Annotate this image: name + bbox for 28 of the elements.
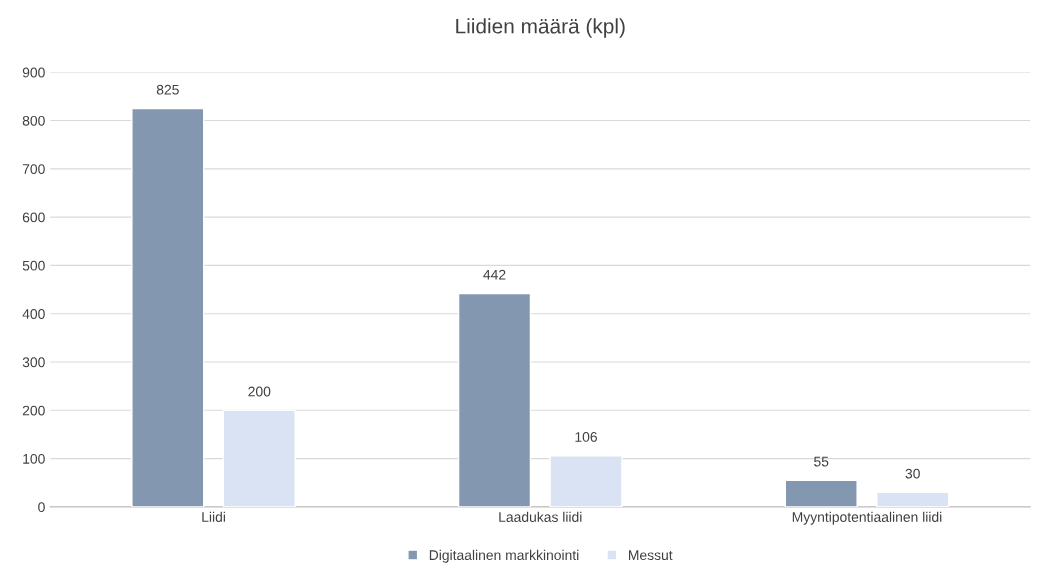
data-label: 55 — [814, 456, 829, 467]
legend-label: Digitaalinen markkinointi — [429, 549, 579, 563]
y-tick-label: 500 — [22, 260, 45, 271]
data-label: 30 — [905, 468, 920, 479]
y-tick-label: 800 — [22, 115, 45, 126]
data-label: 106 — [575, 432, 597, 442]
bar — [131, 107, 205, 507]
y-tick-label: 0 — [38, 502, 45, 513]
y-tick-label: 400 — [22, 309, 45, 319]
x-tick-label: Liidi — [202, 511, 225, 522]
y-tick-label: 600 — [22, 212, 45, 223]
legend-label: Messut — [629, 550, 673, 561]
y-tick-label: 200 — [22, 405, 45, 416]
bar — [549, 455, 623, 507]
y-tick-label: 100 — [23, 453, 45, 464]
data-label: 442 — [483, 269, 506, 280]
x-tick-label: Laadukas liidi — [499, 511, 582, 522]
x-tick-label: Myyntipotentiaalinen liidi — [792, 511, 942, 525]
data-label: 825 — [156, 84, 179, 95]
y-tick-label: 300 — [22, 357, 45, 368]
bar — [222, 409, 296, 507]
bar — [784, 479, 858, 507]
chart-title: Liidien määrä (kpl) — [456, 18, 625, 38]
bar — [876, 491, 950, 507]
bar — [457, 292, 532, 507]
y-tick-label: 700 — [22, 164, 45, 175]
data-label: 200 — [248, 386, 271, 397]
y-tick-label: 900 — [22, 67, 45, 78]
